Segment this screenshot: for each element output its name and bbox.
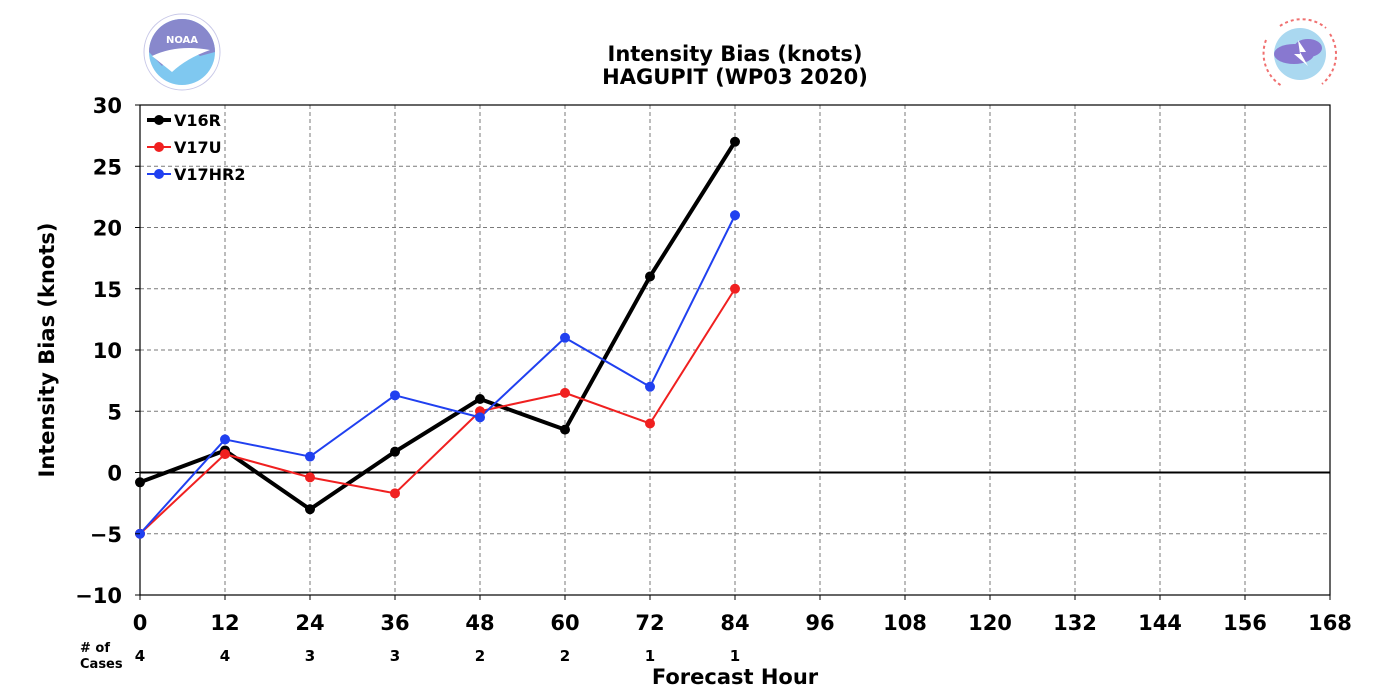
- y-tick-label: 25: [93, 155, 122, 179]
- x-tick-label: 72: [635, 611, 664, 635]
- data-point-v17u: [390, 488, 400, 499]
- data-point-v17hr2: [730, 210, 740, 221]
- cases-label-line2: Cases: [80, 657, 123, 672]
- chart-title: Intensity Bias (knots): [608, 42, 863, 66]
- data-point-v17u: [560, 387, 570, 398]
- x-tick-label: 108: [883, 611, 927, 635]
- chart-subtitle: HAGUPIT (WP03 2020): [602, 65, 868, 89]
- cases-count: 4: [220, 647, 230, 665]
- y-tick-label: 15: [93, 278, 122, 302]
- data-point-v17u: [645, 418, 655, 429]
- y-tick-labels: −10 −5 0 5 10 15 20 25 30: [75, 94, 140, 608]
- data-point-v16r: [730, 136, 740, 147]
- x-tick-label: 156: [1223, 611, 1267, 635]
- series-line-v16r: [139, 140, 737, 512]
- noaa-logo: NOAA: [143, 13, 221, 91]
- data-point-v16r: [475, 394, 485, 404]
- data-point-v16r: [645, 271, 655, 282]
- legend-label-v17hr2: V17HR2: [174, 165, 246, 184]
- x-axis-label: Forecast Hour: [652, 665, 819, 689]
- x-tick-label: 144: [1138, 611, 1182, 635]
- x-tick-label: 12: [210, 611, 239, 635]
- x-tick-label: 0: [133, 611, 148, 635]
- x-tick-label: 96: [805, 611, 834, 635]
- legend-marker-v17hr2: [154, 169, 164, 179]
- series-line-v17u: [139, 288, 736, 535]
- data-point-v17hr2: [645, 381, 655, 392]
- legend-label-v16r: V16R: [174, 111, 221, 130]
- x-tick-label: 120: [968, 611, 1012, 635]
- x-tick-label: 84: [720, 611, 749, 635]
- y-tick-label: 10: [93, 339, 122, 363]
- grid-lines: [140, 105, 1330, 595]
- cases-count: 2: [560, 647, 570, 665]
- y-tick-label: 30: [93, 94, 122, 118]
- data-point-v17hr2: [305, 451, 315, 462]
- noaa-logo-text: NOAA: [166, 35, 198, 46]
- y-axis-label: Intensity Bias (knots): [35, 223, 59, 478]
- x-tick-label: 60: [550, 611, 579, 635]
- cases-count: 1: [645, 647, 655, 665]
- y-tick-label: −10: [75, 584, 122, 608]
- x-tick-label: 24: [295, 611, 324, 635]
- data-point-v17hr2: [475, 412, 485, 423]
- data-point-v16r: [560, 424, 570, 435]
- cases-count: 4: [135, 647, 145, 665]
- x-tick-label: 48: [465, 611, 494, 635]
- x-tick-label: 36: [380, 611, 409, 635]
- cases-count: 2: [475, 647, 485, 665]
- cases-row: 4 4 3 3 2 2 1 1: [135, 647, 740, 665]
- y-tick-label: 20: [93, 217, 122, 241]
- x-tick-label: 168: [1308, 611, 1352, 635]
- legend-marker-v16r: [154, 115, 164, 125]
- data-point-v17hr2: [220, 434, 230, 445]
- data-point-v17u: [730, 283, 740, 294]
- legend-label-v17u: V17U: [174, 138, 222, 157]
- cases-count: 1: [730, 647, 740, 665]
- y-tick-label: −5: [90, 523, 122, 547]
- data-point-v17hr2: [390, 390, 400, 401]
- cases-count: 3: [305, 647, 315, 665]
- legend: V16R V17U V17HR2: [147, 111, 246, 184]
- data-point-v17hr2: [560, 332, 570, 343]
- data-point-v16r: [135, 477, 145, 488]
- x-tick-labels: 0 12 24 36 48 60 72 84 96 108 120 132 144 156 168: [133, 595, 1352, 635]
- nws-logo: [1262, 16, 1338, 92]
- data-point-v17u: [305, 472, 315, 483]
- data-point-v16r: [390, 446, 400, 457]
- cases-count: 3: [390, 647, 400, 665]
- y-tick-label: 5: [107, 400, 122, 424]
- x-tick-label: 132: [1053, 611, 1097, 635]
- series-layer: [135, 136, 740, 539]
- series-line-v17hr2: [139, 214, 736, 535]
- cases-label-line1: # of: [80, 641, 110, 656]
- legend-marker-v17u: [154, 142, 164, 152]
- data-point-v16r: [305, 504, 315, 515]
- y-tick-label: 0: [107, 462, 122, 486]
- data-point-v17u: [220, 449, 230, 460]
